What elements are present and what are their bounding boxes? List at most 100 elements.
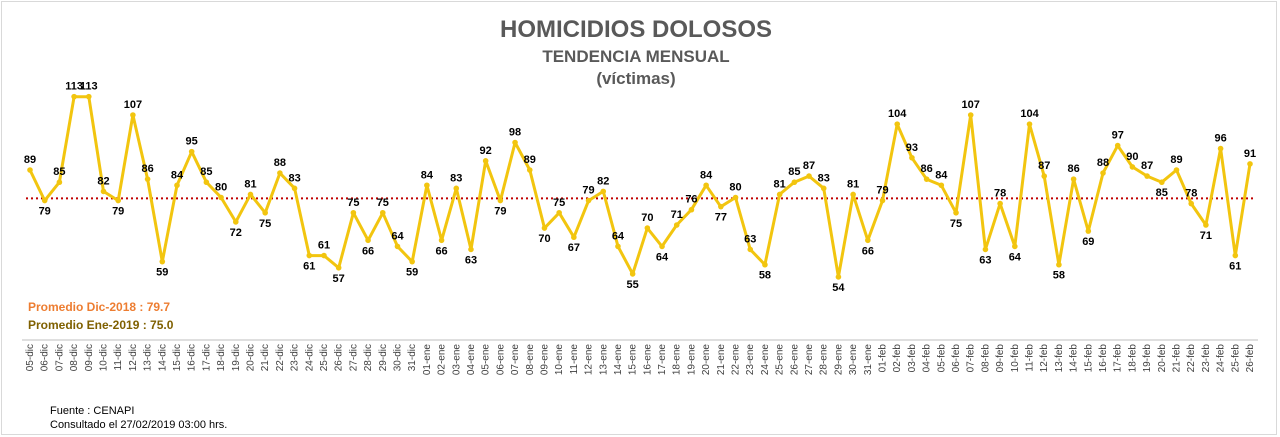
- data-point: [718, 203, 724, 210]
- x-tick-label: 20-feb: [1157, 344, 1168, 373]
- data-point: [1247, 161, 1253, 167]
- data-point: [703, 182, 709, 189]
- x-tick-label: 14-feb: [1069, 344, 1080, 373]
- x-tick-label: 17-dic: [201, 344, 212, 371]
- data-label: 107: [962, 99, 980, 111]
- data-label: 89: [1170, 154, 1182, 166]
- data-point: [526, 167, 533, 173]
- data-label: 63: [744, 233, 756, 245]
- x-tick-label: 18-dic: [216, 344, 227, 371]
- data-label: 89: [524, 154, 536, 166]
- data-label: 86: [1067, 163, 1079, 175]
- data-point: [218, 194, 224, 201]
- x-tick-label: 13-ene: [598, 344, 609, 376]
- x-tick-label: 11-ene: [569, 344, 580, 375]
- data-point: [100, 188, 107, 195]
- data-point: [188, 148, 195, 155]
- data-label: 81: [244, 178, 256, 190]
- x-tick-label: 20-ene: [701, 344, 712, 376]
- data-point: [41, 197, 48, 204]
- data-label: 85: [200, 166, 212, 178]
- data-point: [306, 252, 313, 259]
- data-label: 84: [421, 169, 434, 181]
- data-label: 63: [465, 254, 477, 266]
- x-tick-label: 08-feb: [980, 344, 991, 373]
- data-point: [673, 222, 680, 228]
- data-point: [688, 206, 695, 213]
- data-label: 113: [65, 81, 83, 93]
- data-point: [1173, 167, 1180, 173]
- average-january-label: Promedio Ene-2019 : 75.0: [28, 318, 174, 332]
- chart-subtitle: TENDENCIA MENSUAL: [542, 47, 730, 66]
- x-tick-label: 15-ene: [628, 344, 639, 376]
- data-label: 64: [656, 251, 669, 263]
- x-tick-label: 25-feb: [1230, 344, 1241, 373]
- x-tick-label: 19-feb: [1142, 344, 1153, 373]
- data-label: 78: [994, 188, 1006, 200]
- x-tick-label: 24-dic: [304, 344, 315, 371]
- data-label: 85: [1156, 187, 1168, 199]
- x-tick-label: 26-ene: [789, 344, 800, 376]
- data-point: [835, 274, 842, 280]
- data-label: 81: [847, 178, 859, 190]
- x-tick-label: 01-feb: [878, 344, 889, 373]
- x-tick-label: 01-ene: [422, 344, 433, 376]
- x-tick-label: 28-ene: [819, 344, 830, 376]
- data-point: [159, 258, 166, 265]
- data-label: 82: [597, 175, 609, 187]
- data-point: [1129, 164, 1136, 170]
- data-point: [747, 246, 754, 253]
- data-label: 79: [112, 206, 124, 218]
- data-point: [820, 185, 827, 192]
- x-tick-label: 30-dic: [392, 344, 403, 371]
- x-tick-label: 24-ene: [760, 344, 771, 376]
- data-point: [600, 188, 607, 195]
- data-label: 89: [24, 154, 36, 166]
- data-point: [1026, 121, 1033, 127]
- x-tick-label: 09-dic: [84, 344, 95, 371]
- x-tick-label: 26-feb: [1245, 344, 1256, 373]
- x-tick-label: 21-ene: [716, 344, 727, 376]
- data-label: 84: [171, 169, 184, 181]
- x-tick-label: 02-feb: [892, 344, 903, 373]
- x-tick-label: 30-ene: [848, 344, 859, 376]
- x-tick-label: 07-dic: [54, 344, 65, 371]
- x-tick-label: 10-dic: [98, 344, 109, 371]
- data-point: [1100, 170, 1106, 176]
- x-tick-label: 02-ene: [437, 344, 448, 376]
- x-tick-label: 12-dic: [128, 344, 139, 371]
- data-label: 90: [1126, 151, 1138, 163]
- data-label: 71: [671, 209, 683, 221]
- data-point: [497, 197, 504, 204]
- x-tick-label: 11-feb: [1025, 344, 1036, 372]
- data-label: 75: [377, 197, 389, 209]
- x-tick-label: 22-ene: [731, 344, 742, 376]
- data-label: 79: [39, 206, 51, 218]
- data-label: 104: [888, 108, 907, 120]
- x-tick-label: 15-dic: [172, 344, 183, 371]
- data-point: [1232, 252, 1239, 259]
- data-point: [453, 185, 460, 192]
- data-point: [174, 182, 180, 189]
- x-tick-label: 12-ene: [584, 344, 595, 376]
- x-tick-label: 15-feb: [1083, 344, 1094, 373]
- data-point: [644, 225, 651, 231]
- x-tick-label: 07-feb: [966, 344, 977, 373]
- x-tick-label: 16-feb: [1098, 344, 1109, 373]
- data-point: [468, 246, 474, 253]
- data-point: [629, 271, 636, 277]
- x-tick-label: 12-feb: [1039, 344, 1050, 373]
- x-tick-label: 23-dic: [290, 344, 301, 371]
- data-label: 86: [921, 163, 933, 175]
- x-tick-label: 25-ene: [775, 344, 786, 376]
- x-tick-label: 14-dic: [157, 344, 168, 371]
- data-point: [1188, 200, 1195, 207]
- data-label: 97: [1112, 130, 1124, 142]
- data-point: [203, 179, 210, 186]
- data-point: [571, 234, 577, 241]
- data-label: 66: [862, 245, 874, 257]
- data-label: 59: [406, 267, 418, 279]
- data-point: [379, 209, 386, 216]
- x-tick-label: 08-dic: [69, 344, 80, 371]
